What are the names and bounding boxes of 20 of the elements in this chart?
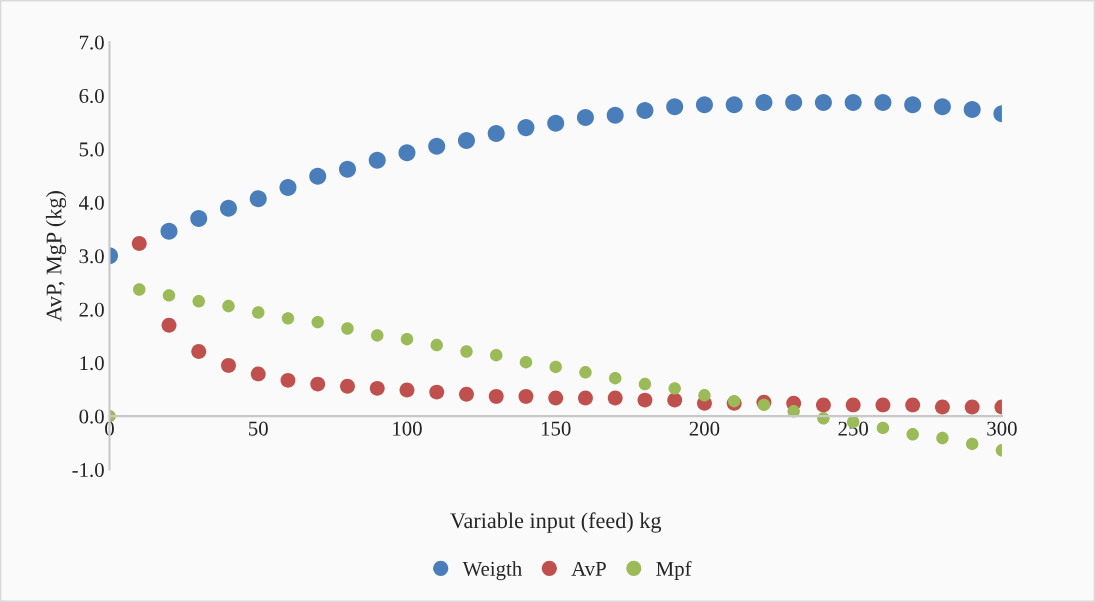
legend-label: AvP xyxy=(571,561,606,576)
legend-label: Mpf xyxy=(656,560,692,581)
y-tick-label: 7.0 xyxy=(79,35,104,50)
x-tick-label: 200 xyxy=(689,421,720,436)
x-axis-title: Variable input (feed) kg xyxy=(450,512,662,533)
x-tick-label: 100 xyxy=(393,421,422,436)
y-tick-label: 2.0 xyxy=(79,302,104,317)
y-axis-title: AvP, MgP (kg) xyxy=(45,191,67,322)
y-tick-label: 6.0 xyxy=(79,88,104,104)
x-tick-label: 300 xyxy=(987,421,1017,436)
x-tick-label: 150 xyxy=(541,421,571,436)
y-tick-label: 4.0 xyxy=(79,195,104,210)
y-tick-label: 0.0 xyxy=(79,409,104,424)
y-tick-label: 3.0 xyxy=(79,249,104,264)
x-tick-label: 50 xyxy=(249,421,268,436)
y-tick-label: -1.0 xyxy=(72,462,104,478)
legend-label: Weigth xyxy=(462,561,522,581)
x-tick-label: 0 xyxy=(105,421,114,436)
y-tick-label: 1.0 xyxy=(80,356,104,371)
y-tick-label: 5.0 xyxy=(79,142,104,157)
